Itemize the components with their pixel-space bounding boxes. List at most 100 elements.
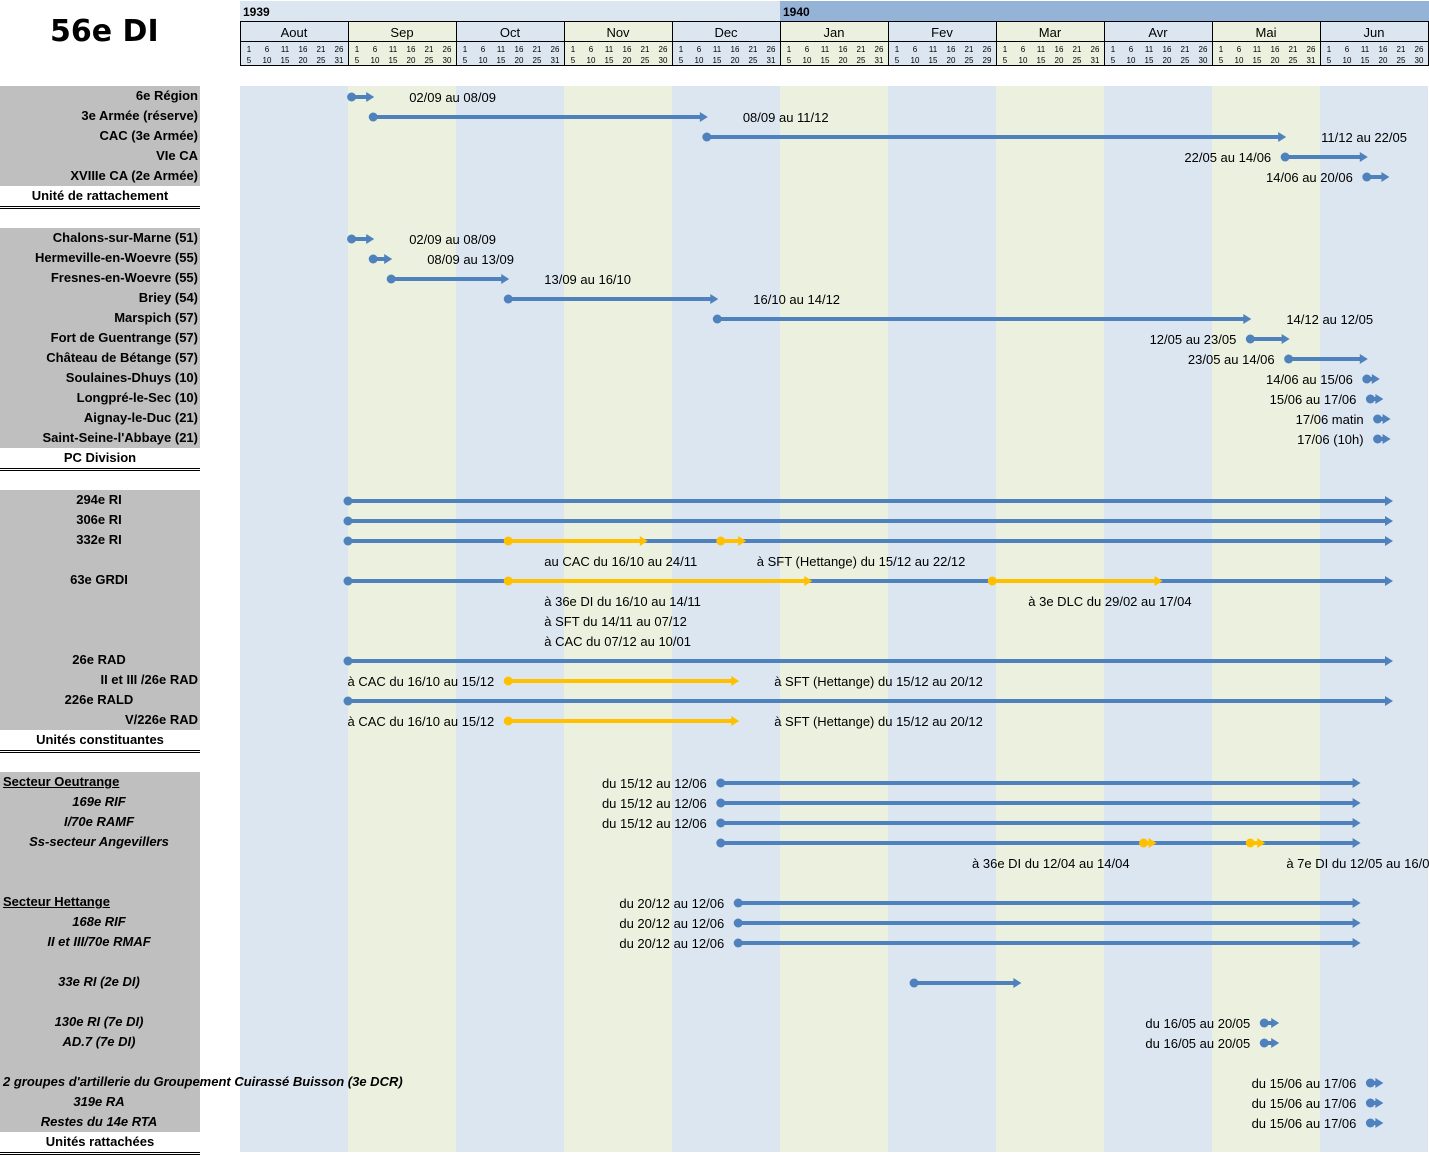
day-tick: 10 (803, 56, 812, 65)
date-note: à 7e DI du 12/05 au 16/05 (1286, 856, 1429, 871)
day-header-cell (349, 42, 457, 66)
day-tick: 6 (373, 45, 378, 54)
row-label: Restes du 14e RTA (0, 1112, 198, 1132)
bar-start-marker (344, 517, 353, 526)
date-note: à 36e DI du 12/04 au 14/04 (972, 856, 1130, 871)
month-label: Jun (1364, 25, 1385, 40)
date-note: 12/05 au 23/05 (1150, 332, 1237, 347)
day-tick: 1 (1003, 45, 1008, 54)
day-tick: 21 (749, 45, 758, 54)
section-footer: Unité de rattachement (0, 186, 200, 209)
bar-start-marker (1366, 1119, 1375, 1128)
row-label: 169e RIF (0, 792, 198, 812)
day-tick: 26 (443, 45, 452, 54)
bar-start-marker (504, 537, 513, 546)
day-tick: 15 (1145, 56, 1154, 65)
day-tick: 10 (695, 56, 704, 65)
month-column (672, 86, 780, 1152)
day-tick: 26 (335, 45, 344, 54)
row-label: 332e RI (0, 530, 198, 550)
day-tick: 21 (1289, 45, 1298, 54)
day-header-cell (565, 42, 673, 66)
row-label: Hermeville-en-Woevre (55) (0, 248, 198, 268)
row-label: CAC (3e Armée) (0, 126, 198, 146)
date-note: du 15/06 au 17/06 (1252, 1116, 1357, 1131)
day-tick: 16 (839, 45, 848, 54)
row-label: Ss-secteur Angevillers (0, 832, 198, 852)
day-tick: 11 (1037, 45, 1046, 54)
day-tick: 26 (1415, 45, 1424, 54)
day-tick: 25 (317, 56, 326, 65)
bar-start-marker (369, 255, 378, 264)
bar-start-marker (344, 697, 353, 706)
bar-start-marker (716, 537, 725, 546)
row-label: Château de Bétange (57) (0, 348, 198, 368)
day-tick: 25 (1181, 56, 1190, 65)
day-tick: 15 (1361, 56, 1370, 65)
day-tick: 11 (929, 45, 938, 54)
bar-start-marker (344, 577, 353, 586)
day-tick: 21 (1397, 45, 1406, 54)
day-tick: 5 (1111, 56, 1116, 65)
bar-start-marker (1362, 375, 1371, 384)
day-tick: 16 (299, 45, 308, 54)
date-note: 23/05 au 14/06 (1188, 352, 1275, 367)
day-tick: 20 (299, 56, 308, 65)
day-header-cell (1105, 42, 1213, 66)
month-label: Avr (1148, 25, 1168, 40)
day-tick: 6 (1345, 45, 1350, 54)
day-tick: 25 (425, 56, 434, 65)
day-tick: 31 (767, 56, 776, 65)
day-tick: 26 (1307, 45, 1316, 54)
month-column (1320, 86, 1428, 1152)
gantt-chart: 1939 1940Aout1 6 11 16 21 265 10 15 20 25 31Sep1 6 11… (0, 0, 1429, 1168)
date-note: du 20/12 au 12/06 (619, 916, 724, 931)
year-band (240, 1, 780, 21)
day-tick: 5 (1327, 56, 1332, 65)
month-label: Oct (500, 25, 521, 40)
day-tick: 10 (263, 56, 272, 65)
row-label: I/70e RAMF (0, 812, 198, 832)
row-label: 2 groupes d'artillerie du Groupement Cui… (3, 1072, 403, 1092)
day-tick: 16 (947, 45, 956, 54)
section-footer: PC Division (0, 448, 200, 471)
day-tick: 5 (571, 56, 576, 65)
day-tick: 15 (605, 56, 614, 65)
day-tick: 6 (697, 45, 702, 54)
date-note: 22/05 au 14/06 (1184, 150, 1271, 165)
day-tick: 1 (787, 45, 792, 54)
bar-start-marker (504, 717, 513, 726)
day-tick: 11 (1253, 45, 1262, 54)
day-tick: 30 (443, 56, 452, 65)
day-tick: 31 (551, 56, 560, 65)
date-note: du 16/05 au 20/05 (1145, 1016, 1250, 1031)
bar-start-marker (702, 133, 711, 142)
bar-start-marker (1366, 1099, 1375, 1108)
row-label: 130e RI (7e DI) (0, 1012, 198, 1032)
day-tick: 10 (1019, 56, 1028, 65)
row-label: 3e Armée (réserve) (0, 106, 198, 126)
row-label: Soulaines-Dhuys (10) (0, 368, 198, 388)
date-note: à CAC du 16/10 au 15/12 (348, 674, 495, 689)
day-tick: 6 (1129, 45, 1134, 54)
day-header-cell (241, 42, 349, 66)
month-label: Sep (390, 25, 413, 40)
date-note: du 16/05 au 20/05 (1145, 1036, 1250, 1051)
row-label: Secteur Hettange (3, 892, 198, 912)
day-tick: 30 (1199, 56, 1208, 65)
day-header-cell (1321, 42, 1429, 66)
day-header-cell (997, 42, 1105, 66)
day-tick: 11 (713, 45, 722, 54)
day-tick: 15 (1037, 56, 1046, 65)
bar-start-marker (716, 779, 725, 788)
day-tick: 26 (659, 45, 668, 54)
day-tick: 25 (641, 56, 650, 65)
day-tick: 1 (1327, 45, 1332, 54)
date-note: à CAC du 16/10 au 15/12 (348, 714, 495, 729)
row-label: Saint-Seine-l'Abbaye (21) (0, 428, 198, 448)
day-tick: 16 (623, 45, 632, 54)
section-footer: Unités constituantes (0, 730, 200, 753)
day-tick: 20 (1271, 56, 1280, 65)
date-note: du 20/12 au 12/06 (619, 936, 724, 951)
day-tick: 21 (533, 45, 542, 54)
